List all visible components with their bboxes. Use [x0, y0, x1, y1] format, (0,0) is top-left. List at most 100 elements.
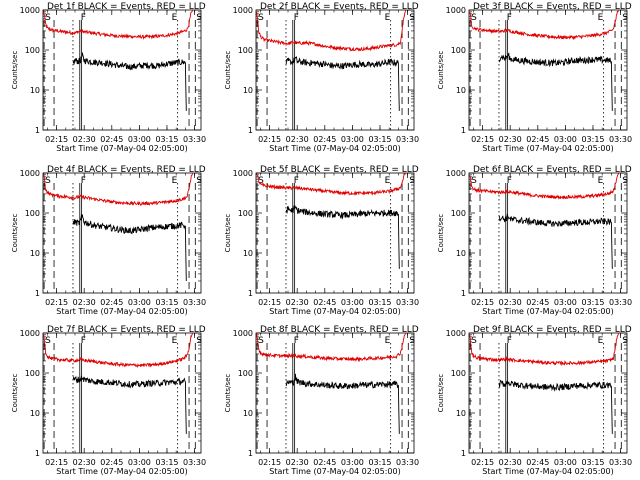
- marker-label: F: [507, 176, 512, 186]
- plot-frame: [468, 172, 628, 294]
- x-tick-label: 03:15: [368, 135, 391, 144]
- marker-label: F: [507, 336, 512, 346]
- x-tick-label: 02:30: [286, 298, 309, 307]
- y-tick-label: 1000: [233, 169, 253, 178]
- marker-label: F: [294, 13, 299, 23]
- y-tick-label: 1000: [233, 329, 253, 338]
- events-series-line: [72, 52, 187, 111]
- y-tick-label: 1: [35, 126, 40, 135]
- x-tick-label: 02:30: [499, 135, 522, 144]
- panel-title: Det 7f BLACK = Events, RED = LLD: [47, 325, 206, 335]
- x-axis-label: Start Time (07-May-04 02:05:00): [269, 144, 400, 153]
- panel-title: Det 9f BLACK = Events, RED = LLD: [473, 325, 632, 335]
- x-tick-label: 02:15: [45, 298, 68, 307]
- y-tick-label: 10: [243, 409, 253, 418]
- marker-label: E: [385, 13, 391, 23]
- x-tick-label: 03:00: [341, 135, 364, 144]
- x-tick-label: 02:15: [258, 298, 281, 307]
- x-axis-label: Start Time (07-May-04 02:05:00): [269, 307, 400, 316]
- x-tick-label: 03:30: [396, 458, 419, 467]
- x-tick-label: 02:15: [471, 298, 494, 307]
- marker-label: E: [598, 176, 604, 186]
- y-tick-label: 1000: [446, 6, 466, 15]
- y-tick-label: 100: [25, 209, 40, 218]
- lld-series-line: [469, 9, 620, 41]
- lld-series-line: [43, 9, 194, 41]
- y-axis-label: Counts/sec: [437, 214, 445, 253]
- marker-label: E: [172, 13, 178, 23]
- y-axis-label: Counts/sec: [437, 374, 445, 413]
- marker-label: S: [258, 336, 264, 346]
- y-tick-label: 100: [25, 369, 40, 378]
- y-tick-label: 1000: [20, 6, 40, 15]
- x-axis-label: Start Time (07-May-04 02:05:00): [482, 467, 613, 476]
- marker-label: F: [81, 13, 86, 23]
- events-series-line: [285, 204, 400, 269]
- x-tick-label: 03:30: [183, 135, 206, 144]
- y-tick-label: 1000: [446, 169, 466, 178]
- x-axis-label: Start Time (07-May-04 02:05:00): [56, 307, 187, 316]
- y-tick-label: 1: [461, 126, 466, 135]
- x-tick-label: 02:45: [313, 298, 336, 307]
- x-tick-label: 03:30: [609, 298, 632, 307]
- y-tick-label: 1000: [233, 6, 253, 15]
- y-tick-label: 1: [35, 289, 40, 298]
- marker-label: S: [196, 336, 202, 346]
- x-tick-label: 02:45: [313, 135, 336, 144]
- x-tick-label: 03:15: [581, 458, 604, 467]
- x-tick-label: 03:00: [341, 458, 364, 467]
- x-axis-label: Start Time (07-May-04 02:05:00): [56, 467, 187, 476]
- events-series-line: [498, 379, 613, 434]
- marker-label: S: [409, 13, 415, 23]
- events-series-line: [498, 213, 613, 269]
- marker-label: E: [172, 176, 178, 186]
- y-axis-label: Counts/sec: [224, 374, 232, 413]
- marker-label: S: [471, 176, 477, 186]
- y-tick-label: 1000: [446, 329, 466, 338]
- x-tick-label: 03:30: [609, 135, 632, 144]
- marker-label: F: [81, 336, 86, 346]
- y-tick-label: 10: [456, 409, 466, 418]
- x-tick-label: 03:15: [155, 298, 178, 307]
- x-tick-label: 03:15: [155, 135, 178, 144]
- marker-label: S: [471, 13, 477, 23]
- x-tick-label: 03:30: [183, 298, 206, 307]
- x-tick-label: 02:15: [45, 135, 68, 144]
- x-tick-label: 02:30: [73, 458, 96, 467]
- y-tick-label: 10: [243, 249, 253, 258]
- x-tick-label: 03:00: [128, 458, 151, 467]
- y-tick-label: 1000: [20, 169, 40, 178]
- y-tick-label: 10: [243, 86, 253, 95]
- marker-label: S: [258, 13, 264, 23]
- marker-label: F: [81, 176, 86, 186]
- y-axis-label: Counts/sec: [437, 51, 445, 90]
- lld-series-line: [256, 9, 407, 52]
- marker-label: E: [598, 13, 604, 23]
- lld-series-line: [469, 172, 620, 200]
- x-tick-label: 03:15: [368, 458, 391, 467]
- marker-label: F: [294, 336, 299, 346]
- marker-label: E: [385, 176, 391, 186]
- marker-label: S: [622, 336, 628, 346]
- x-tick-label: 02:45: [313, 458, 336, 467]
- y-tick-label: 10: [456, 86, 466, 95]
- marker-label: S: [622, 13, 628, 23]
- y-tick-label: 10: [30, 86, 40, 95]
- x-axis-label: Start Time (07-May-04 02:05:00): [269, 467, 400, 476]
- y-axis-label: Counts/sec: [224, 51, 232, 90]
- x-tick-label: 02:45: [526, 458, 549, 467]
- lld-series-line: [43, 332, 194, 368]
- lld-series-line: [256, 332, 407, 363]
- y-tick-label: 100: [451, 46, 466, 55]
- marker-label: S: [45, 336, 51, 346]
- marker-label: S: [45, 176, 51, 186]
- marker-label: S: [409, 336, 415, 346]
- x-tick-label: 03:00: [554, 298, 577, 307]
- y-axis-label: Counts/sec: [224, 214, 232, 253]
- y-tick-label: 1: [461, 449, 466, 458]
- y-tick-label: 100: [238, 209, 253, 218]
- x-tick-label: 02:45: [526, 298, 549, 307]
- events-series-line: [285, 373, 400, 434]
- panel-title: Det 3f BLACK = Events, RED = LLD: [473, 2, 632, 12]
